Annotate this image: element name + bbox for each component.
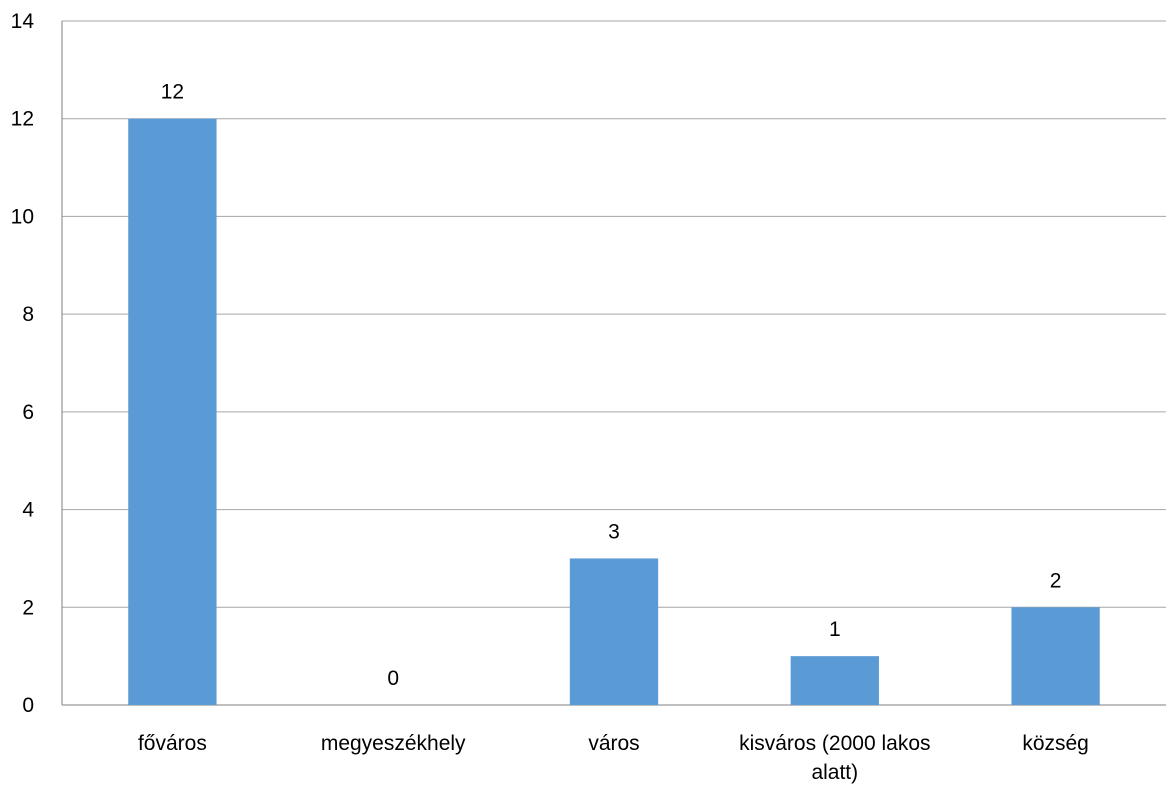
y-tick-label: 4 xyxy=(22,499,34,522)
y-tick-label: 6 xyxy=(22,401,34,424)
x-category-label: község xyxy=(1022,732,1089,755)
bar xyxy=(1011,607,1100,705)
y-tick-label: 2 xyxy=(22,596,34,619)
x-axis-category-labels: főváros megyeszékhely város kisváros (2000 … xyxy=(138,732,1089,784)
bars xyxy=(128,118,1100,705)
x-category-label: város xyxy=(588,732,639,755)
bar xyxy=(128,118,217,705)
bar xyxy=(569,558,659,705)
y-tick-label: 10 xyxy=(11,205,34,228)
gridlines xyxy=(62,20,1166,608)
x-category-label: főváros xyxy=(138,732,207,755)
data-label: 1 xyxy=(829,618,841,641)
x-category-label: alatt) xyxy=(811,761,858,784)
data-label: 12 xyxy=(161,81,184,104)
y-tick-label: 0 xyxy=(22,694,34,717)
y-tick-label: 8 xyxy=(22,303,34,326)
y-axis-tick-labels: 0 2 4 6 8 10 12 14 xyxy=(11,10,35,717)
data-label: 3 xyxy=(608,520,620,543)
bar xyxy=(790,656,879,705)
data-label: 0 xyxy=(387,667,399,690)
y-tick-label: 14 xyxy=(11,10,35,33)
x-category-label: kisváros (2000 lakos xyxy=(739,732,930,755)
data-label: 2 xyxy=(1050,569,1062,592)
y-tick-label: 12 xyxy=(11,108,34,131)
x-category-label: megyeszékhely xyxy=(321,732,466,755)
